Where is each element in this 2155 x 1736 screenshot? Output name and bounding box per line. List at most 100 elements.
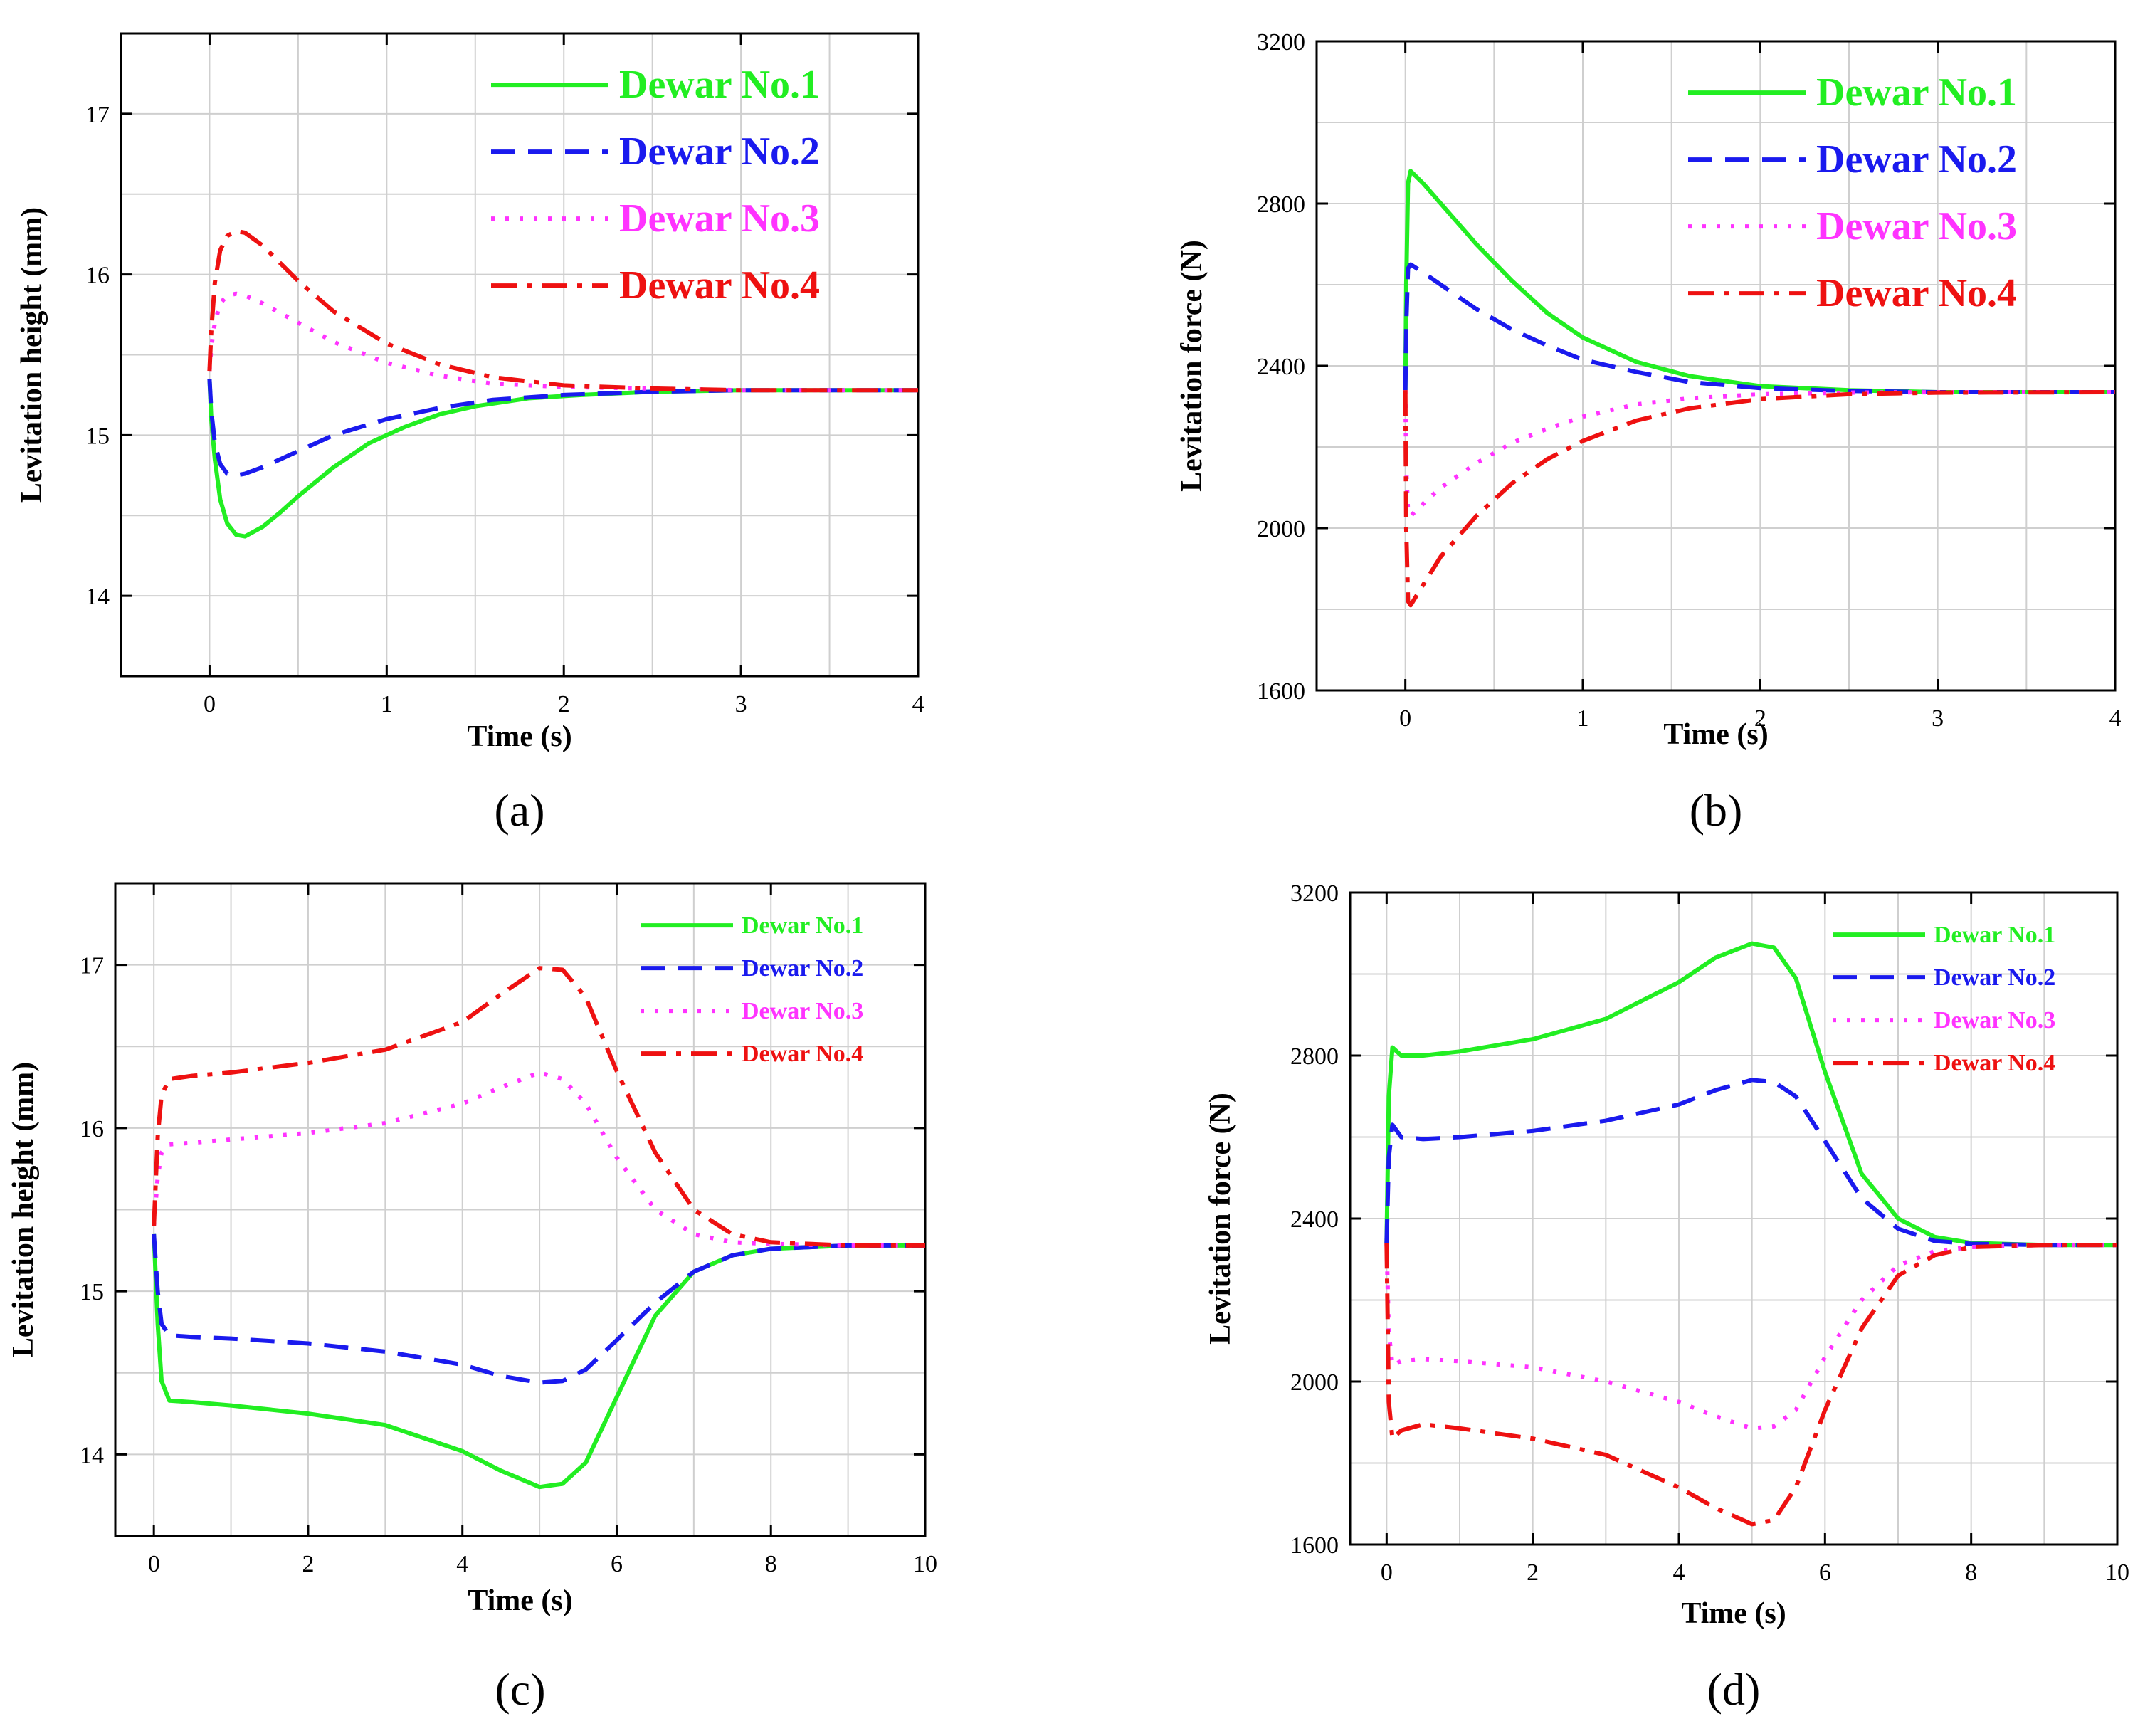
x-tick-label: 2 [1527, 1559, 1539, 1586]
x-axis-label: Time (s) [467, 720, 571, 753]
y-axis-label: Levitation force (N) [1204, 1093, 1237, 1345]
series-line-dewar-4 [152, 966, 925, 1248]
series-line-dewar-4 [1384, 1243, 2117, 1527]
series-line-dewar-1 [1403, 169, 2115, 394]
legend-label-dewar-1: Dewar No.1 [619, 63, 820, 107]
legend-label-dewar-4: Dewar No.4 [1816, 271, 2017, 315]
y-tick-label: 1600 [1290, 1532, 1339, 1559]
series-group [1403, 169, 2115, 608]
series-line-dewar-3 [207, 291, 918, 393]
series-group [152, 966, 925, 1490]
grid [121, 33, 918, 676]
legend-label-dewar-1: Dewar No.1 [1816, 70, 2017, 115]
x-tick-label: 8 [1965, 1559, 1977, 1586]
series-line-dewar-2 [152, 1233, 925, 1385]
legend-label-dewar-2: Dewar No.2 [619, 130, 820, 174]
x-tick-label: 3 [735, 691, 747, 717]
y-tick-label: 17 [80, 953, 104, 979]
y-tick-label: 2400 [1257, 354, 1305, 380]
legend-label-dewar-3: Dewar No.3 [619, 196, 820, 241]
legend: Dewar No.1 Dewar No.2 Dewar No.3 Dewar No.4 [1833, 922, 2055, 1076]
panel-label: (b) [1690, 785, 1743, 836]
panel-label: (a) [494, 785, 544, 836]
panel-label: (c) [495, 1664, 545, 1715]
y-tick-label: 3200 [1257, 29, 1305, 56]
legend-label-dewar-3: Dewar No.3 [1934, 1007, 2055, 1033]
y-tick-label: 2000 [1290, 1369, 1339, 1396]
y-tick-label: 2400 [1290, 1206, 1339, 1233]
series-line-dewar-1 [1384, 941, 2117, 1248]
legend-label-dewar-4: Dewar No.4 [1934, 1050, 2055, 1076]
legend-label-dewar-2: Dewar No.2 [742, 955, 863, 982]
x-tick-label: 3 [1932, 705, 1944, 732]
grid [115, 883, 925, 1536]
series-group [1384, 941, 2117, 1527]
y-tick-label: 15 [80, 1279, 104, 1305]
y-axis-label: Levitation force (N) [1176, 240, 1208, 492]
legend-label-dewar-3: Dewar No.3 [1816, 204, 2017, 248]
chart-panel-d: 0 2 4 6 8 10 1600 2000 2400 2800 3200 Time (s) Levit… [1204, 880, 2129, 1715]
chart-panel-a: 0 1 2 3 4 14 15 16 17 Time (s) Levitation height (… [16, 32, 924, 836]
legend: Dewar No.1 Dewar No.2 Dewar No.3 Dewar No.4 [1688, 70, 2017, 315]
y-tick-label: 15 [85, 423, 110, 449]
x-tick-label: 4 [2109, 705, 2122, 732]
x-tick-label: 4 [456, 1551, 468, 1577]
y-tick-label: 16 [85, 263, 110, 289]
plot-frame [114, 882, 927, 1537]
series-line-dewar-3 [1384, 1243, 2117, 1431]
y-tick-label: 14 [80, 1442, 104, 1468]
legend-label-dewar-1: Dewar No.1 [742, 912, 863, 939]
legend-label-dewar-3: Dewar No.3 [742, 998, 863, 1024]
x-tick-label: 2 [558, 691, 570, 717]
series-line-dewar-4 [1403, 390, 2115, 608]
plot-frame [120, 32, 920, 678]
x-tick-label: 10 [2105, 1559, 2129, 1586]
series-line-dewar-4 [207, 228, 918, 393]
legend: Dewar No.1 Dewar No.2 Dewar No.3 Dewar No.4 [491, 63, 820, 307]
series-line-dewar-2 [1403, 262, 2115, 394]
legend-label-dewar-4: Dewar No.4 [619, 263, 820, 307]
x-tick-label: 2 [302, 1551, 314, 1577]
grid [1317, 41, 2115, 690]
x-tick-label: 1 [381, 691, 393, 717]
series-line-dewar-2 [207, 379, 918, 478]
y-tick-label: 17 [85, 102, 110, 128]
x-tick-label: 1 [1577, 705, 1589, 732]
y-axis-label: Levitation height (mm) [16, 207, 48, 503]
series-group [207, 228, 918, 539]
x-axis-label: Time (s) [1681, 1597, 1786, 1630]
grid [1350, 893, 2117, 1545]
x-tick-label: 8 [765, 1551, 777, 1577]
y-tick-label: 2000 [1257, 516, 1305, 542]
y-axis-label: Levitation height (mm) [7, 1062, 40, 1357]
x-tick-label: 0 [1399, 705, 1411, 732]
y-tick-label: 2800 [1290, 1043, 1339, 1070]
x-tick-label: 0 [204, 691, 216, 717]
x-tick-label: 2 [1754, 705, 1766, 732]
y-tick-label: 2800 [1257, 191, 1305, 218]
legend-label-dewar-2: Dewar No.2 [1934, 964, 2055, 991]
x-tick-label: 6 [1819, 1559, 1831, 1586]
y-tick-label: 16 [80, 1116, 104, 1142]
series-line-dewar-3 [1403, 390, 2115, 518]
y-tick-label: 1600 [1257, 678, 1305, 705]
y-tick-label: 14 [85, 584, 110, 610]
x-tick-label: 6 [611, 1551, 623, 1577]
series-line-dewar-2 [1384, 1078, 2117, 1248]
legend-label-dewar-4: Dewar No.4 [742, 1041, 863, 1067]
x-tick-label: 0 [148, 1551, 160, 1577]
series-line-dewar-3 [152, 1070, 925, 1248]
legend-label-dewar-1: Dewar No.1 [1934, 922, 2055, 948]
x-axis-label: Time (s) [468, 1584, 572, 1617]
x-axis-label: Time (s) [1663, 718, 1768, 751]
legend: Dewar No.1 Dewar No.2 Dewar No.3 Dewar No.4 [641, 912, 863, 1067]
x-tick-label: 0 [1381, 1559, 1393, 1586]
x-tick-label: 4 [1673, 1559, 1685, 1586]
legend-label-dewar-2: Dewar No.2 [1816, 137, 2017, 182]
chart-panel-b: 0 1 2 3 4 1600 2000 2400 2800 3200 Time (s) Levitat… [1176, 29, 2122, 836]
x-tick-label: 10 [913, 1551, 937, 1577]
panel-label: (d) [1707, 1664, 1761, 1715]
chart-panel-c: 0 2 4 6 8 10 14 15 16 17 Time (s) Levitation height… [7, 882, 937, 1715]
y-tick-label: 3200 [1290, 880, 1339, 907]
